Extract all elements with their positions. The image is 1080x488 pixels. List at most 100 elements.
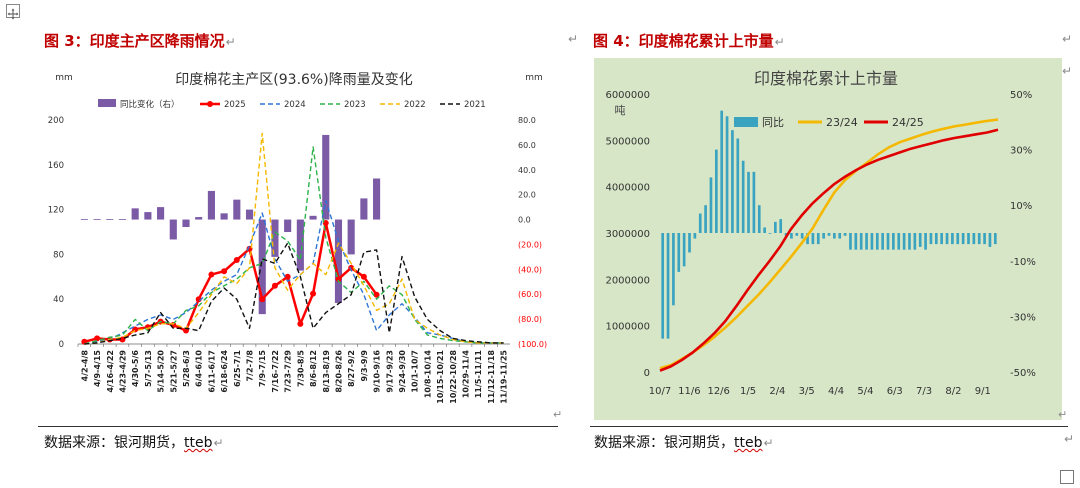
y-tick-label-left: 120 [48,206,64,216]
figure-4-source: 数据来源：银河期货，tteb↵ [594,432,774,452]
bar-yoy [284,219,292,232]
y-tick-label-right: -50% [1010,368,1036,379]
point-2025 [348,264,355,271]
bar-yoy [296,219,304,271]
bar-yoy [144,212,152,220]
line-series-2024 [84,199,504,345]
x-tick-label: 4/9-4/15 [93,350,102,387]
bar-yoy [779,219,783,233]
x-tick-label: 10/22-10/28 [449,350,458,404]
point-2025 [360,273,367,280]
rainfall-chart: 印度棉花主产区(93.6%)降雨量及变化 mm mm 同比变化（右） 2025 2024 2… [48,71,547,404]
bar-yoy [709,177,713,233]
bar-yoy [993,233,997,245]
y-tick-label-right: (20.0) [518,240,542,249]
y-axis-unit-right: mm [525,73,543,83]
x-tick-label: 11/5-11/11 [474,350,483,399]
y-tick-label-right: 20.0 [518,191,536,200]
bar-yoy [725,116,729,233]
bar-yoy [360,198,368,220]
bar-yoy [682,233,686,267]
table-border-right [590,426,1068,427]
bar-yoy [752,171,756,233]
bar-yoy [347,219,355,255]
point-2025 [322,220,329,227]
bar-yoy [854,233,858,250]
x-tick-label: 10/7 [649,386,671,397]
bar-yoy [972,233,976,245]
bar-yoy [322,134,330,220]
bar-yoy [763,227,766,233]
bar-yoy [666,233,670,339]
figure-3-heading: 图 3：印度主产区降雨情况↵ [44,30,236,51]
point-2025 [94,335,101,342]
legend-swatch [734,117,758,127]
bar-yoy [929,233,933,245]
bar-yoy [833,233,836,239]
x-tick-label: 7/16-7/22 [271,350,280,393]
legend-label: 2021 [464,100,486,110]
bar-yoy [908,233,911,250]
bar-yoy [182,219,190,228]
y-axis-unit: 吨 [615,104,626,117]
bar-yoy [661,233,665,339]
y-tick-label-right: 10% [1010,201,1032,212]
bar-yoy [945,233,949,245]
point-2025 [259,296,266,303]
y-tick-label-right: 40.0 [518,166,536,175]
bar-yoy [736,138,740,233]
bar-yoy [677,233,681,272]
bar-yoy [811,233,815,245]
bar-yoy [698,213,702,233]
line-series-2022 [84,132,504,345]
x-tick-label: 7/3 [916,386,932,397]
y-tick-label-right: (80.0) [518,315,542,324]
bar-yoy [245,209,254,220]
x-tick-label: 11/12-11/18 [487,350,496,404]
move-arrows-icon [7,8,19,20]
bar-yoy [822,233,825,239]
bar-yoy [918,233,922,247]
bar-yoy [195,217,203,220]
x-tick-label: 6/18-6/24 [220,350,229,393]
bar-yoy [271,219,279,257]
bar-yoy [774,221,777,233]
legend-label: 24/25 [892,116,924,129]
figure-3-source-text: 数据来源：银河期货， [44,435,184,451]
paragraph-mark-icon: ↵ [1064,432,1075,446]
bar-yoy [859,233,863,250]
x-tick-label: 10/29-11/4 [462,350,471,399]
x-tick-label: 12/6 [707,386,729,397]
y-tick-label-left: 4000000 [605,183,650,194]
cell-end-mark-icon: ↵ [1058,408,1068,421]
bar-yoy [875,233,879,250]
x-tick-label: 10/15-10/21 [436,350,445,404]
x-tick-label: 4/30-5/6 [131,350,140,387]
y-tick-label-right: 60.0 [518,141,536,150]
y-tick-label-right: 30% [1010,146,1032,157]
table-move-handle[interactable] [6,4,20,20]
point-2025 [310,290,317,297]
bar-yoy [334,219,343,303]
figure-3-heading-text: 图 3：印度主产区降雨情况 [44,32,225,50]
series-bars-yoy [661,110,997,339]
x-tick-label: 8/20-8/26 [334,350,343,393]
bar-yoy [768,233,772,234]
bar-yoy [747,171,750,233]
x-tick-label: 6/25-7/1 [233,350,242,387]
point-2025 [373,291,380,298]
x-tick-label: 10/8-10/14 [423,350,432,399]
line-series-2023 [84,146,504,345]
bar-yoy [131,208,139,220]
bar-yoy [967,233,970,245]
series-bars-yoy [80,134,381,315]
bar-yoy [714,149,718,233]
bar-yoy [258,219,266,315]
x-tick-label: 6/3 [887,386,903,397]
bar-yoy [865,233,868,250]
y-tick-label-left: 6000000 [605,90,650,101]
y-tick-label-left: 160 [48,161,64,171]
figure-4-source-word: tteb [734,435,763,451]
bar-yoy [233,199,241,220]
